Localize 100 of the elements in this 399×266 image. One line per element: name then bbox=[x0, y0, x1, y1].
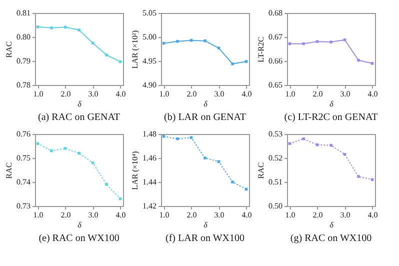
line-series bbox=[162, 134, 248, 191]
x-tick-label: 4.0 bbox=[242, 90, 252, 98]
y-axis-title: RAC bbox=[4, 162, 14, 179]
y-tick-label: 4.90 bbox=[142, 80, 156, 90]
y-tick-label: 0.68 bbox=[268, 8, 282, 18]
point bbox=[302, 42, 305, 46]
point bbox=[343, 38, 346, 42]
y-tick-label: 1.48 bbox=[142, 130, 156, 138]
x-tick-label: 2.0 bbox=[312, 90, 323, 98]
y-tick-label: 4.95 bbox=[142, 56, 156, 66]
y-tick-label: 0.74 bbox=[16, 178, 30, 186]
point bbox=[231, 62, 234, 66]
x-tick-label: 2.0 bbox=[60, 90, 71, 98]
text: (a) RAC on GENAT bbox=[38, 112, 120, 123]
y-axis-title: RAC bbox=[256, 162, 266, 179]
x-tick-label: 4.0 bbox=[368, 210, 378, 220]
point bbox=[176, 40, 179, 43]
y-tick-label: 0.79 bbox=[16, 56, 30, 66]
text: (b) LAR on GENAT bbox=[164, 112, 246, 123]
y-tick-label: 0.81 bbox=[16, 8, 30, 18]
point bbox=[244, 60, 248, 63]
point bbox=[50, 26, 53, 30]
y-tick-label: 0.50 bbox=[268, 202, 282, 210]
text: (f) LAR on WX100 bbox=[166, 233, 244, 244]
point bbox=[204, 39, 206, 42]
line-series bbox=[288, 38, 374, 65]
point bbox=[176, 137, 179, 140]
x-axis-title: δ bbox=[330, 100, 334, 108]
point bbox=[64, 26, 67, 29]
x-tick-label: 1.0 bbox=[159, 210, 170, 220]
x-axis-title: δ bbox=[78, 100, 82, 108]
x-tick-label: 1.0 bbox=[33, 210, 44, 220]
point bbox=[64, 146, 67, 150]
x-tick-label: 2.0 bbox=[60, 210, 71, 220]
point bbox=[105, 182, 108, 186]
point bbox=[288, 142, 292, 146]
x-axis-title: δ bbox=[204, 220, 208, 230]
point bbox=[78, 152, 80, 155]
text: (c) LT-R2C on GENAT bbox=[284, 112, 378, 123]
x-tick-label: 3.0 bbox=[340, 90, 350, 98]
point bbox=[204, 156, 206, 160]
point bbox=[370, 178, 374, 182]
x-tick-label: 3.0 bbox=[88, 210, 98, 220]
y-tick-label: 1.46 bbox=[142, 154, 156, 162]
point bbox=[330, 144, 332, 147]
point bbox=[50, 149, 53, 152]
y-tick-label: 5.00 bbox=[142, 32, 156, 42]
y-tick-label: 0.65 bbox=[268, 80, 282, 90]
y-axis-title: LAR (×10⁴) bbox=[130, 150, 140, 190]
point bbox=[357, 58, 360, 62]
y-tick-label: 0.51 bbox=[268, 178, 282, 186]
line-series bbox=[36, 26, 122, 64]
point bbox=[343, 152, 346, 156]
x-tick-label: 1.0 bbox=[33, 90, 44, 98]
y-axis-title: LAR (×10²) bbox=[130, 30, 140, 69]
y-tick-label: 0.67 bbox=[268, 32, 282, 42]
y-tick-label: 0.66 bbox=[268, 56, 282, 66]
x-tick-label: 2.0 bbox=[312, 210, 323, 220]
x-tick-label: 3.0 bbox=[88, 90, 98, 98]
y-tick-label: 0.73 bbox=[16, 202, 30, 210]
point bbox=[357, 175, 360, 178]
y-axis-title: LT-R2C bbox=[256, 36, 266, 62]
point bbox=[217, 46, 220, 50]
text: (e) RAC on WX100 bbox=[38, 233, 120, 244]
x-tick-label: 1.0 bbox=[285, 210, 296, 220]
y-tick-label: 0.52 bbox=[268, 154, 282, 162]
text: (g) RAC on WX100 bbox=[290, 233, 372, 244]
x-tick-label: 3.0 bbox=[214, 90, 224, 98]
x-tick-label: 4.0 bbox=[116, 210, 126, 220]
x-tick-label: 2.0 bbox=[186, 210, 197, 220]
point bbox=[190, 38, 193, 42]
x-tick-label: 3.0 bbox=[214, 210, 224, 220]
point bbox=[36, 142, 40, 146]
x-tick-label: 4.0 bbox=[242, 210, 252, 220]
point bbox=[162, 134, 166, 138]
y-tick-label: 1.44 bbox=[142, 178, 156, 186]
y-tick-label: 5.05 bbox=[142, 8, 156, 18]
y-tick-label: 0.76 bbox=[16, 130, 30, 138]
point bbox=[36, 26, 40, 28]
x-tick-label: 3.0 bbox=[340, 210, 350, 220]
point bbox=[91, 42, 94, 44]
y-tick-label: 0.78 bbox=[16, 80, 30, 90]
point bbox=[370, 62, 374, 65]
x-tick-label: 4.0 bbox=[116, 90, 126, 98]
x-axis-title: δ bbox=[204, 100, 208, 108]
point bbox=[190, 136, 193, 140]
x-tick-label: 4.0 bbox=[368, 90, 378, 98]
line-series bbox=[162, 38, 248, 66]
x-tick-label: 1.0 bbox=[285, 90, 296, 98]
y-tick-label: 1.42 bbox=[142, 202, 156, 210]
x-axis-title: δ bbox=[78, 220, 82, 230]
y-tick-label: 0.80 bbox=[16, 32, 30, 42]
point bbox=[316, 40, 319, 43]
point bbox=[231, 180, 234, 184]
x-tick-label: 2.0 bbox=[186, 90, 197, 98]
point bbox=[217, 160, 220, 164]
point bbox=[302, 137, 305, 140]
y-axis-title: RAC bbox=[4, 41, 14, 58]
x-axis-title: δ bbox=[330, 220, 334, 230]
y-tick-label: 0.75 bbox=[16, 154, 30, 162]
